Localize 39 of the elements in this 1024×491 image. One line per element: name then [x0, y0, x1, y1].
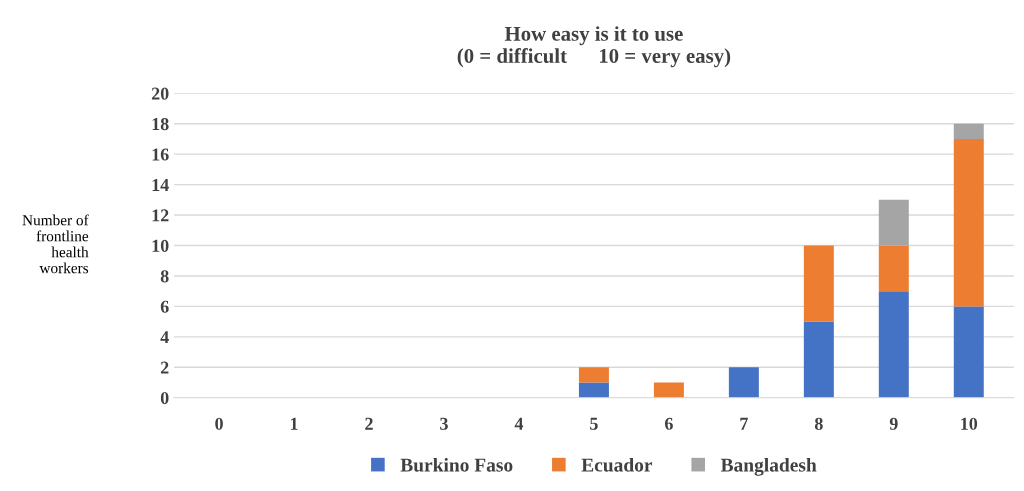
y-tick-label: 0: [160, 391, 169, 405]
bar: [953, 123, 984, 139]
bar: [803, 321, 834, 398]
y-axis-title: Number of frontline health workers: [22, 214, 89, 274]
y-tick-label: 18: [152, 117, 169, 131]
bar: [953, 138, 984, 307]
y-tick-label: 6: [160, 300, 169, 313]
y-tick-label: 8: [160, 270, 169, 283]
legend-label: Ecuador: [581, 457, 653, 472]
x-tick-label: 4: [514, 417, 524, 430]
bar: [878, 199, 909, 246]
legend-label: Bangladesh: [720, 457, 817, 476]
bar: [578, 382, 609, 398]
x-tick-label: 9: [889, 417, 898, 430]
x-tick-label: 8: [814, 417, 823, 430]
y-tick-label: 20: [151, 87, 169, 100]
x-tick-label: 10: [961, 417, 978, 430]
bar: [653, 382, 684, 398]
legend-label: Burkino Faso: [400, 457, 513, 472]
x-tick-label: 1: [290, 417, 298, 430]
bar: [728, 367, 759, 398]
bar: [578, 367, 609, 383]
y-tick-label: 12: [152, 209, 169, 222]
y-tick-label: 2: [160, 361, 169, 374]
bar: [878, 245, 909, 292]
y-tick-label: 4: [160, 331, 169, 344]
x-tick-label: 6: [665, 417, 673, 430]
bar: [878, 291, 909, 398]
x-tick-label: 7: [740, 417, 748, 430]
x-tick-label: 0: [215, 417, 223, 430]
chart-title: How easy is it to use (0 = difficult 10 = very easy): [457, 26, 731, 68]
bar: [953, 306, 984, 398]
y-tick-label: 10: [152, 239, 169, 252]
x-tick-label: 3: [440, 417, 448, 430]
bar: [803, 245, 834, 322]
y-tick-label: 16: [152, 148, 169, 161]
x-tick-label: 5: [590, 417, 598, 430]
y-tick-label: 14: [152, 178, 169, 191]
x-tick-label: 2: [365, 417, 373, 430]
